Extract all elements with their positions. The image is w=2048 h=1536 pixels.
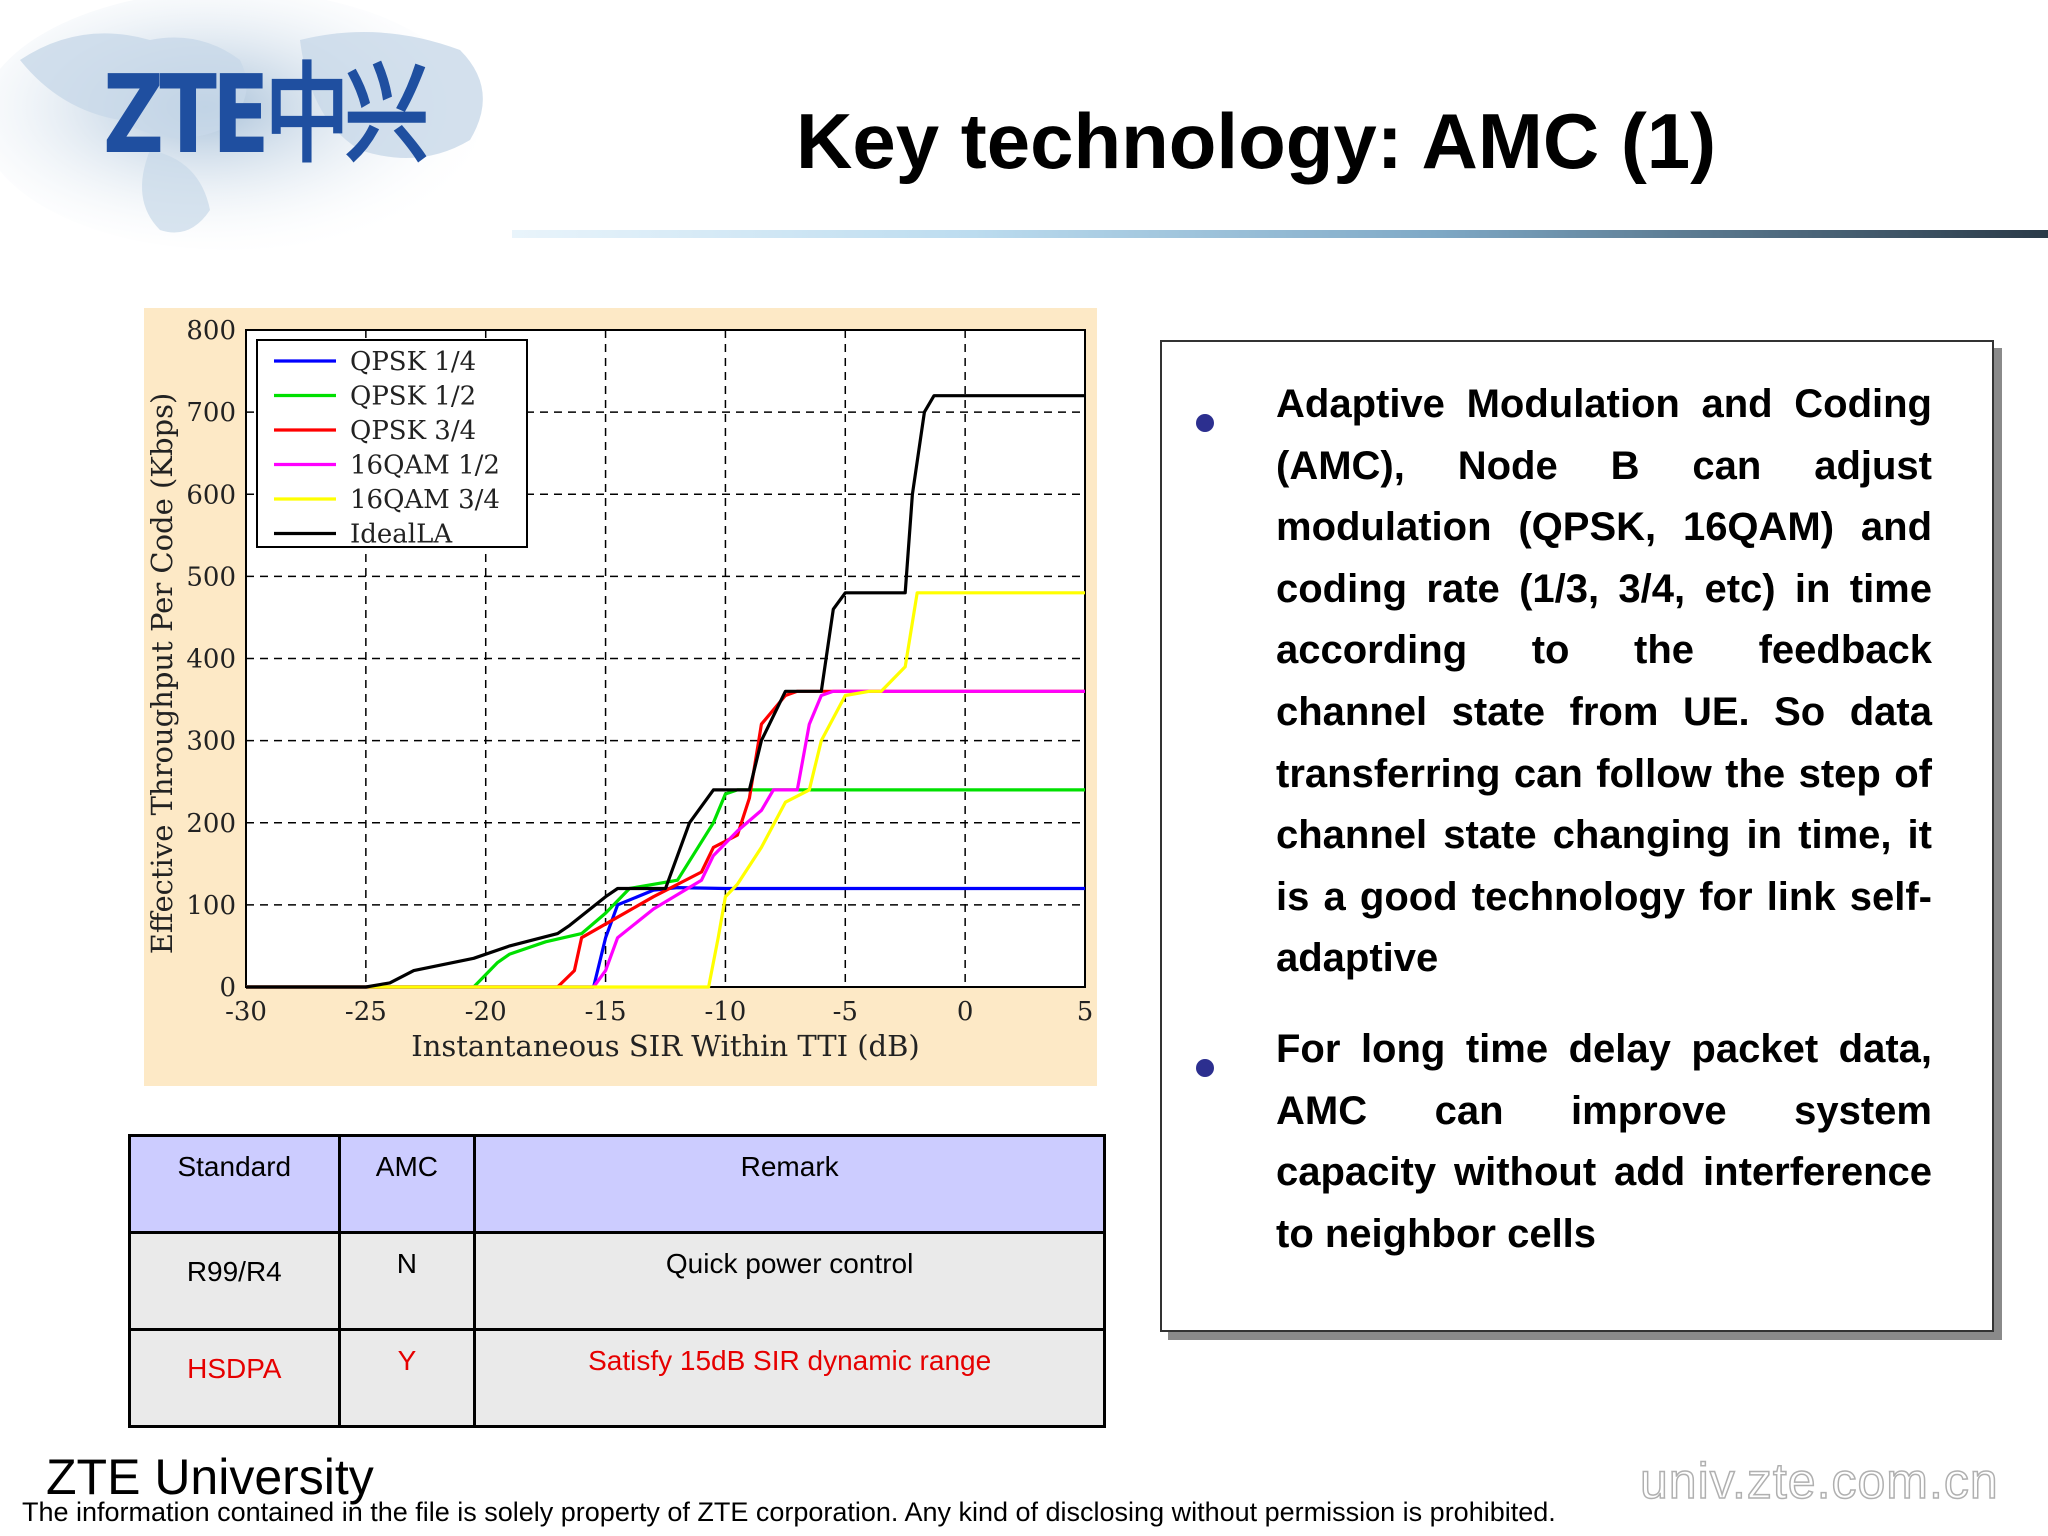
- bullet-dot-icon: [1196, 1059, 1214, 1077]
- slide-title: Key technology: AMC (1): [796, 97, 1717, 185]
- legend-box: [256, 339, 528, 548]
- bullet-dot-icon: [1196, 414, 1214, 432]
- y-tick-label: 600: [186, 480, 236, 510]
- zte-logo: ZTE中兴: [103, 53, 429, 178]
- legend-label: IdealLA: [350, 520, 453, 550]
- y-tick-label: 100: [186, 891, 236, 921]
- series-line-1: [246, 788, 1085, 989]
- throughput-chart: -30 -25 -20 -15 -10 -5 0 5 0 100 200 300 400 500 600 70…: [144, 308, 1097, 1086]
- bullet-text-amc: Adaptive Modulation and Coding (AMC), No…: [1276, 382, 1932, 981]
- legend-label: 16QAM 3/4: [350, 485, 500, 515]
- y-tick-label: 500: [186, 562, 236, 592]
- cell-amc: N: [337, 1231, 477, 1331]
- x-tick-label: 0: [957, 997, 974, 1027]
- y-tick-label: 200: [186, 809, 236, 839]
- series-line-5: [246, 394, 1085, 989]
- cell-remark: Satisfy 15dB SIR dynamic range: [473, 1328, 1106, 1428]
- x-axis-label: Instantaneous SIR Within TTI (dB): [411, 1029, 920, 1063]
- amc-table: Standard AMC Remark R99/R4 N Quick power…: [128, 1134, 1106, 1428]
- footer-url: univ.zte.com.cn: [1639, 1452, 1999, 1510]
- legend-label: QPSK 1/4: [350, 347, 476, 377]
- header-remark: Remark: [473, 1134, 1106, 1234]
- legend-label: 16QAM 1/2: [350, 451, 500, 481]
- footer-disclaimer: The information contained in the file is…: [22, 1497, 1556, 1527]
- x-tick-label: -30: [225, 997, 267, 1027]
- bullet-text-capacity: For long time delay packet data, AMC can…: [1276, 1027, 1932, 1256]
- header-standard: Standard: [128, 1134, 341, 1234]
- y-tick-label: 0: [219, 973, 236, 1003]
- cell-standard: HSDPA: [128, 1328, 341, 1428]
- header-amc: AMC: [337, 1134, 477, 1234]
- x-tick-label: -10: [704, 997, 746, 1027]
- y-tick-label: 800: [186, 316, 236, 346]
- y-axis-label: Effective Throughput Per Code (Kbps): [145, 393, 179, 955]
- cell-amc: Y: [337, 1328, 477, 1428]
- legend-label: QPSK 3/4: [350, 416, 476, 446]
- x-tick-label: -25: [345, 997, 387, 1027]
- title-underline: [512, 230, 2048, 238]
- y-tick-label: 300: [186, 727, 236, 757]
- x-tick-label: -15: [585, 997, 627, 1027]
- cell-remark: Quick power control: [473, 1231, 1106, 1331]
- table-row: R99/R4 N Quick power control: [128, 1231, 1106, 1331]
- cell-standard: R99/R4: [128, 1231, 341, 1331]
- table-row: HSDPA Y Satisfy 15dB SIR dynamic range: [128, 1328, 1106, 1428]
- x-tick-label: 5: [1077, 997, 1094, 1027]
- series-line-3: [246, 689, 1085, 989]
- series-line-0: [246, 885, 1085, 989]
- chart-svg: -30 -25 -20 -15 -10 -5 0 5010020030040050060070…: [145, 316, 1094, 1063]
- world-map-background: [0, 0, 483, 250]
- legend-label: QPSK 1/2: [350, 382, 476, 412]
- x-tick-label: -20: [465, 997, 507, 1027]
- x-tick-label: -5: [833, 997, 858, 1027]
- footer-university: ZTE University: [46, 1449, 374, 1505]
- y-tick-label: 400: [186, 645, 236, 675]
- description-box: Adaptive Modulation and Coding (AMC), No…: [1160, 340, 1994, 1332]
- series-line-4: [246, 591, 1085, 989]
- y-tick-label: 700: [186, 398, 236, 428]
